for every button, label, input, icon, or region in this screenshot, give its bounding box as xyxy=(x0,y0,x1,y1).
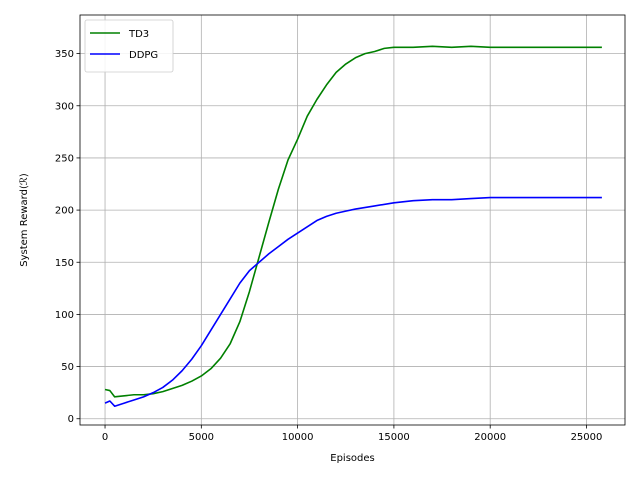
x-tick-label: 0 xyxy=(102,432,108,443)
y-axis-label: System Reward(ℛ) xyxy=(19,173,30,267)
legend-box xyxy=(84,19,174,73)
y-tick-label: 150 xyxy=(55,258,74,269)
x-tick-label: 25000 xyxy=(571,432,603,443)
y-tick-label: 50 xyxy=(61,362,74,373)
x-tick-label: 20000 xyxy=(474,432,506,443)
legend: TD3 DDPG xyxy=(84,19,174,73)
series-line-td3 xyxy=(104,45,602,398)
y-tick-label: 300 xyxy=(55,101,74,112)
y-axis-ticks: 0 50 100 150 200 250 300 350 xyxy=(55,49,80,425)
y-tick-label: 200 xyxy=(55,206,74,217)
y-tick-label: 100 xyxy=(55,310,74,321)
y-tick-label: 350 xyxy=(55,49,74,60)
x-tick-label: 15000 xyxy=(378,432,410,443)
series-line-ddpg xyxy=(104,196,602,408)
series-group xyxy=(104,45,602,408)
plot-frame xyxy=(79,14,626,426)
x-tick-label: 5000 xyxy=(189,432,214,443)
y-tick-label: 0 xyxy=(68,414,74,425)
x-axis-ticks: 0 5000 10000 15000 20000 25000 xyxy=(102,425,603,443)
legend-label-td3: TD3 xyxy=(128,29,149,40)
legend-label-ddpg: DDPG xyxy=(129,50,158,61)
y-tick-label: 250 xyxy=(55,153,74,164)
x-tick-label: 10000 xyxy=(282,432,314,443)
x-axis-label: Episodes xyxy=(330,453,374,464)
